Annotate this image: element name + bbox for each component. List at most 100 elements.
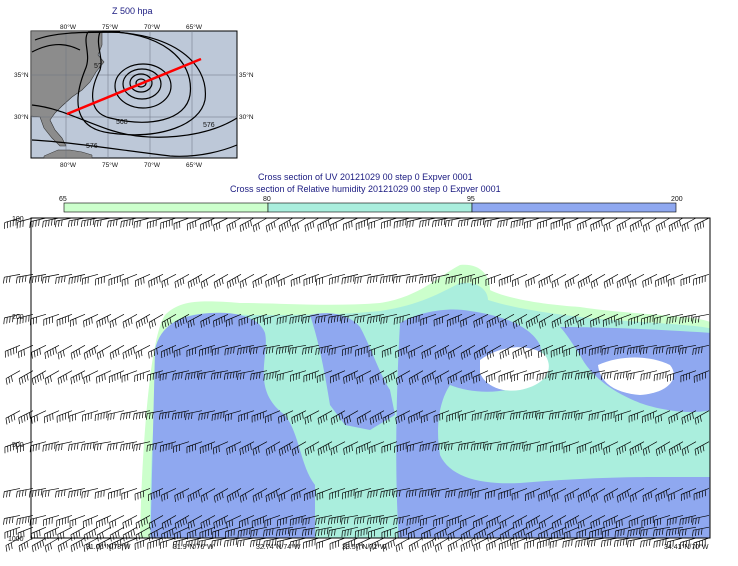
wind-barb bbox=[614, 526, 632, 538]
wind-barb bbox=[588, 537, 606, 548]
wind-barb bbox=[666, 344, 684, 355]
wind-barb bbox=[4, 526, 21, 539]
wind-barb bbox=[174, 488, 190, 502]
wind-barb bbox=[614, 344, 632, 355]
wind-barb bbox=[589, 526, 606, 539]
wind-barb bbox=[510, 217, 528, 229]
wind-barb bbox=[96, 345, 112, 360]
wind-barb bbox=[264, 410, 281, 424]
wind-barb bbox=[447, 537, 463, 553]
wind-barb bbox=[577, 515, 593, 530]
wind-barb bbox=[41, 488, 60, 498]
wind-barb bbox=[109, 314, 125, 329]
wind-barb bbox=[471, 488, 489, 499]
wind-barb bbox=[641, 515, 658, 527]
lat-label-right-2: 30°N bbox=[239, 113, 254, 121]
rh-dry-2 bbox=[598, 357, 674, 395]
wind-barb bbox=[186, 217, 203, 231]
wind-barb bbox=[96, 515, 112, 529]
colorbar: 65 80 95 200 bbox=[59, 196, 683, 213]
wind-barb bbox=[655, 410, 671, 424]
wind-barb bbox=[473, 345, 489, 360]
wind-barb bbox=[186, 526, 203, 540]
wind-barb bbox=[498, 488, 515, 500]
wind-barb bbox=[692, 526, 710, 537]
wind-barb bbox=[562, 410, 580, 421]
wind-barb bbox=[159, 441, 177, 453]
x-tick-3: 32.74°N/74°W bbox=[256, 543, 301, 551]
wind-barb bbox=[434, 370, 450, 385]
wind-barb bbox=[588, 345, 606, 356]
wind-barb bbox=[3, 313, 21, 325]
wind-barb bbox=[303, 274, 320, 287]
wind-barb bbox=[42, 441, 60, 452]
wind-barb bbox=[692, 313, 710, 324]
wind-barb bbox=[603, 488, 619, 503]
wind-barbs bbox=[3, 217, 710, 553]
wind-barb bbox=[210, 370, 229, 380]
wind-barb bbox=[668, 488, 684, 502]
wind-barb bbox=[458, 441, 476, 451]
wind-barb bbox=[420, 313, 437, 326]
wind-barb bbox=[537, 345, 554, 359]
wind-barb bbox=[329, 488, 346, 500]
wind-barb bbox=[615, 410, 632, 422]
wind-barb bbox=[213, 314, 229, 328]
wind-barb bbox=[538, 314, 554, 329]
wind-barb bbox=[655, 488, 671, 502]
wind-barb bbox=[564, 274, 580, 289]
wind-barb bbox=[237, 526, 255, 538]
wind-barb bbox=[420, 410, 437, 424]
wind-barb bbox=[4, 345, 21, 358]
wind-barb bbox=[537, 217, 554, 230]
wind-barb bbox=[226, 488, 242, 503]
wind-barb bbox=[419, 217, 437, 228]
wind-barb bbox=[55, 217, 73, 228]
wind-barb bbox=[186, 441, 203, 454]
wind-barb bbox=[627, 526, 645, 537]
wind-barb bbox=[289, 515, 307, 526]
wind-barb bbox=[250, 537, 268, 548]
wind-barb bbox=[640, 370, 658, 381]
wind-barb bbox=[577, 314, 593, 328]
wind-barb bbox=[666, 313, 684, 325]
wind-barb bbox=[629, 441, 645, 456]
wind-barb bbox=[629, 488, 645, 503]
wind-barb bbox=[486, 345, 502, 360]
wind-barb bbox=[367, 488, 385, 499]
wind-barb bbox=[276, 313, 294, 325]
wind-barb bbox=[497, 441, 515, 452]
wind-barb bbox=[303, 370, 320, 383]
wind-barb bbox=[343, 410, 359, 425]
wind-barb bbox=[134, 274, 151, 288]
wind-barb bbox=[252, 274, 268, 289]
wind-barb bbox=[56, 314, 73, 327]
wind-barb bbox=[563, 441, 580, 454]
wind-barb bbox=[57, 537, 73, 553]
wind-barb bbox=[693, 488, 710, 501]
wind-barb bbox=[367, 274, 385, 284]
wind-barb bbox=[135, 345, 151, 359]
wind-barb bbox=[302, 313, 320, 324]
y-tick-100: 100 bbox=[12, 216, 24, 223]
wind-barb bbox=[393, 217, 411, 229]
wind-barb bbox=[82, 515, 99, 528]
wind-barb bbox=[563, 345, 580, 357]
wind-barb bbox=[225, 410, 242, 422]
wind-barb bbox=[120, 410, 138, 421]
wind-barb bbox=[693, 370, 710, 383]
wind-barb bbox=[393, 515, 411, 526]
wind-barb bbox=[57, 345, 73, 360]
wind-barb bbox=[290, 370, 307, 382]
wind-barb bbox=[642, 488, 658, 503]
wind-barb bbox=[148, 515, 164, 530]
wind-barb bbox=[28, 488, 47, 498]
section-line bbox=[66, 57, 202, 116]
wind-barb bbox=[603, 217, 619, 232]
wind-barb bbox=[575, 410, 593, 421]
wind-barb bbox=[174, 515, 190, 530]
wind-barb bbox=[252, 488, 268, 503]
wind-barb bbox=[42, 515, 60, 527]
wind-barb bbox=[237, 370, 255, 380]
wind-barb bbox=[369, 410, 385, 425]
